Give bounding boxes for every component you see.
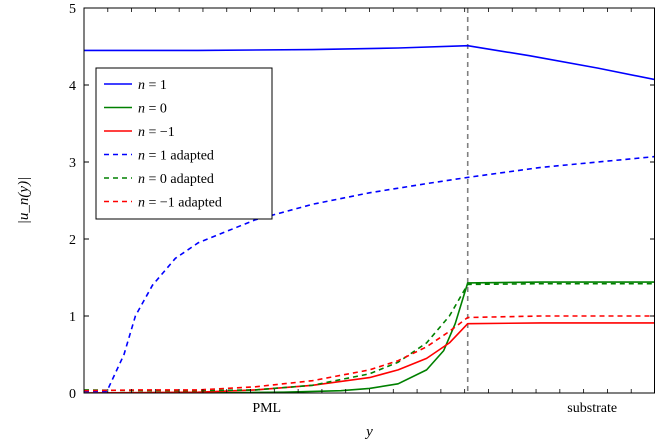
series-line-3	[84, 322, 655, 393]
legend-label-rest-5: = 0 adapted	[145, 172, 214, 187]
legend-label-4: n = 1 adapted	[138, 149, 214, 164]
y-tick-label-2: 2	[69, 233, 76, 248]
legend-label-var-1: n	[138, 78, 145, 93]
x-region-label-1: PML	[252, 401, 281, 416]
y-tick-label-1: 1	[69, 310, 76, 325]
series-line-1	[84, 44, 655, 81]
plot-area	[84, 8, 655, 393]
x-axis-label: y	[364, 424, 373, 440]
legend-label-rest-1: = 1	[145, 78, 167, 93]
series-line-4	[84, 155, 655, 393]
series-line-2	[84, 281, 655, 393]
series-line-6	[84, 315, 655, 392]
legend-label-2: n = 0	[138, 102, 167, 117]
legend-label-3: n = −1	[138, 125, 175, 140]
legend-label-rest-6: = −1 adapted	[145, 196, 222, 211]
legend-label-6: n = −1 adapted	[138, 196, 222, 211]
legend-label-var-2: n	[138, 102, 145, 117]
legend-label-var-4: n	[138, 149, 145, 164]
y-axis-label: |u_n(y)|	[16, 177, 32, 224]
series-group	[84, 8, 655, 393]
y-tick-label-0: 0	[69, 387, 76, 402]
legend-box	[95, 67, 273, 220]
y-tick-label-3: 3	[69, 156, 76, 171]
series-line-5	[84, 282, 655, 392]
legend-label-rest-3: = −1	[145, 125, 175, 140]
y-tick-label-4: 4	[69, 79, 76, 94]
legend-label-5: n = 0 adapted	[138, 172, 214, 187]
legend-label-var-3: n	[138, 125, 145, 140]
legend-label-1: n = 1	[138, 78, 167, 93]
legend-label-var-5: n	[138, 172, 145, 187]
y-tick-label-5: 5	[69, 2, 76, 17]
x-region-label-2: substrate	[567, 401, 617, 416]
legend-label-var-6: n	[138, 196, 145, 211]
legend-label-rest-2: = 0	[145, 102, 167, 117]
legend-label-rest-4: = 1 adapted	[145, 149, 214, 164]
